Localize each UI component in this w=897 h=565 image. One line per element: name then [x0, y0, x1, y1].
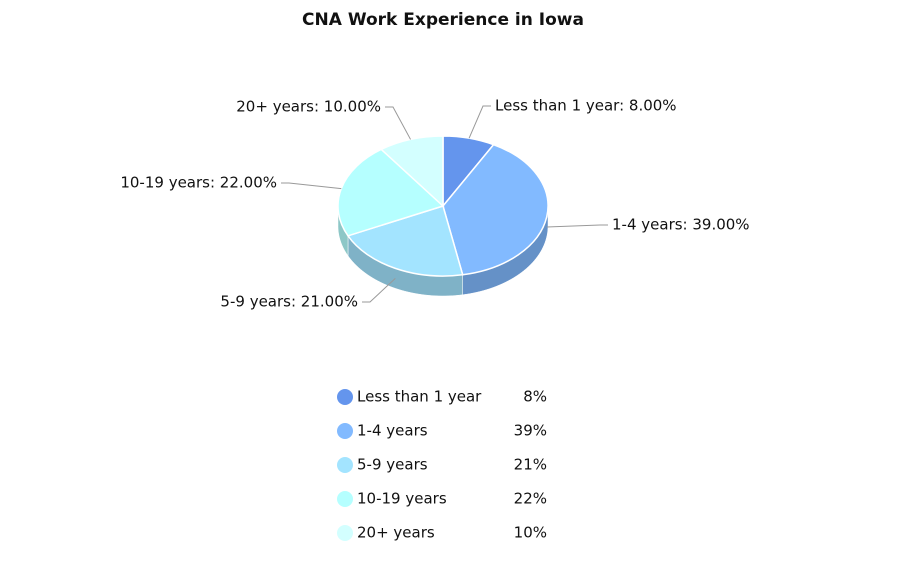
- data-label: 10-19 years: 22.00%: [120, 174, 277, 192]
- legend-marker: [337, 525, 353, 541]
- leader-line: [362, 278, 396, 303]
- data-label: 20+ years: 10.00%: [236, 98, 381, 116]
- legend-label: 20+ years: [357, 524, 435, 542]
- leader-line: [468, 105, 491, 139]
- legend-marker: [337, 491, 353, 507]
- legend-label: 10-19 years: [357, 490, 447, 508]
- pie-slice: [346, 205, 464, 277]
- data-label: 1-4 years: 39.00%: [612, 216, 750, 234]
- legend-label: 1-4 years: [357, 422, 428, 440]
- pie-slice: [379, 135, 444, 208]
- legend-label: 5-9 years: [357, 456, 428, 474]
- pie-slice: [337, 148, 445, 237]
- legend-value: 39%: [514, 422, 547, 440]
- data-label: Less than 1 year: 8.00%: [495, 97, 677, 115]
- chart-title: CNA Work Experience in Iowa: [302, 10, 584, 30]
- legend-marker: [337, 389, 353, 405]
- legend-marker: [337, 423, 353, 439]
- pie-slice: [442, 143, 549, 276]
- leader-line: [281, 182, 342, 190]
- legend-value: 8%: [523, 388, 547, 406]
- legend-marker: [337, 457, 353, 473]
- leader-line: [385, 106, 411, 140]
- legend-label: Less than 1 year: [357, 388, 482, 406]
- legend-value: 22%: [514, 490, 547, 508]
- data-label: 5-9 years: 21.00%: [220, 293, 358, 311]
- leader-line: [546, 224, 608, 228]
- legend-value: 21%: [514, 456, 547, 474]
- legend-value: 10%: [514, 524, 547, 542]
